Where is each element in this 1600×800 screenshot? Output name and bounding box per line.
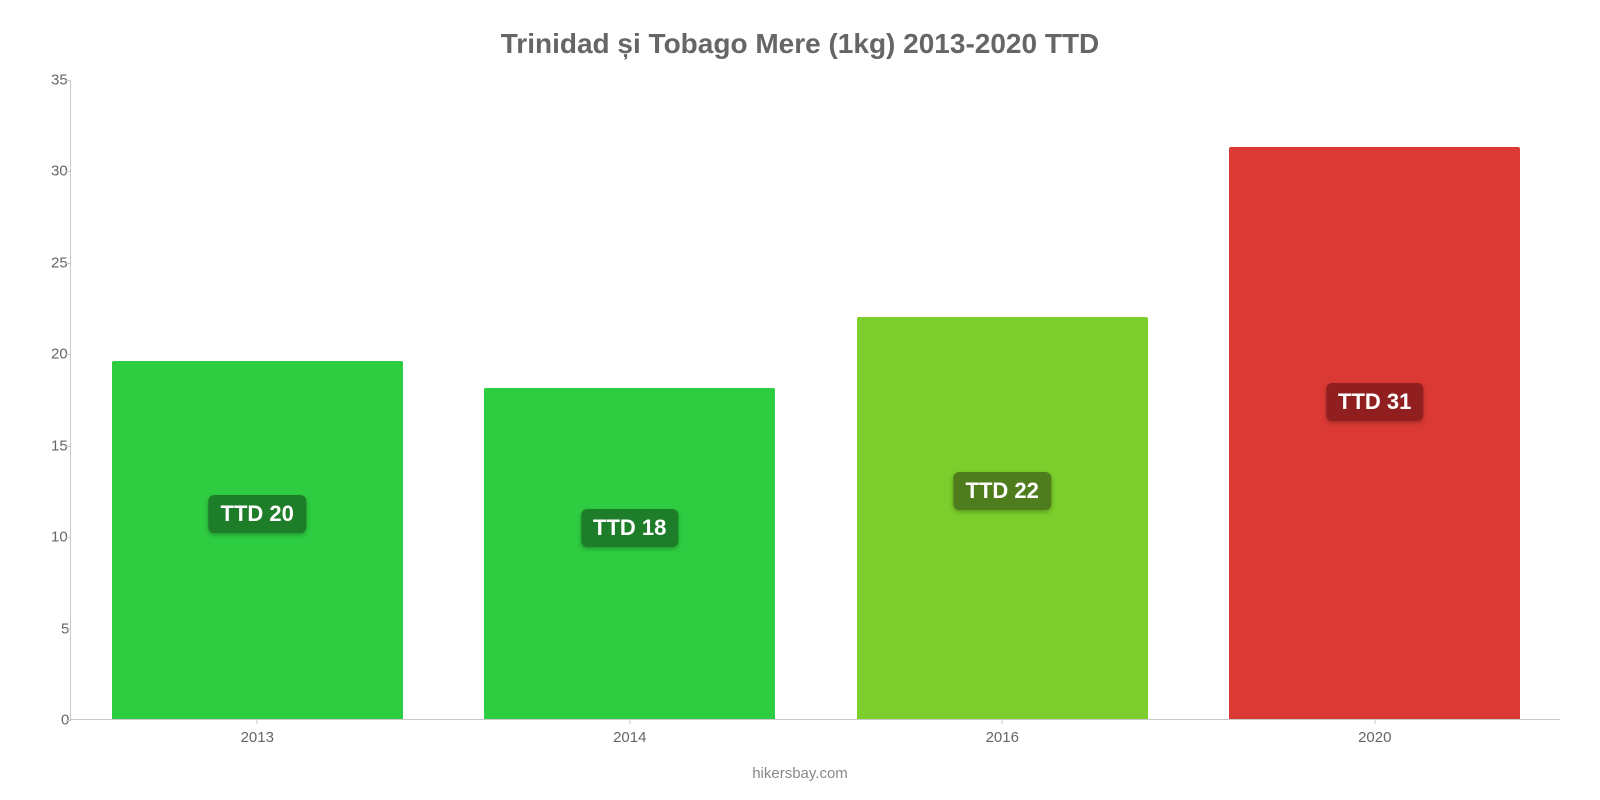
bar-value-badge: TTD 22 xyxy=(954,472,1051,510)
y-tick-mark xyxy=(66,537,71,538)
y-tick-mark xyxy=(66,629,71,630)
chart-bar: TTD 18 xyxy=(484,388,775,719)
y-tick-mark xyxy=(66,446,71,447)
bar-value-badge: TTD 18 xyxy=(581,509,678,547)
chart-bar: TTD 22 xyxy=(857,317,1148,719)
chart-bar: TTD 20 xyxy=(112,361,403,719)
x-tick-label: 2013 xyxy=(241,729,274,746)
y-tick-mark xyxy=(66,263,71,264)
plot-area: TTD 20TTD 18TTD 22TTD 31 051015202530352… xyxy=(70,80,1560,720)
chart-credit: hikersbay.com xyxy=(0,765,1600,782)
x-tick-mark xyxy=(629,719,630,724)
chart-container: Trinidad și Tobago Mere (1kg) 2013-2020 … xyxy=(0,0,1600,800)
y-tick-mark xyxy=(66,171,71,172)
x-tick-mark xyxy=(1002,719,1003,724)
x-tick-mark xyxy=(1374,719,1375,724)
chart-bar: TTD 31 xyxy=(1229,147,1520,719)
bars-layer: TTD 20 TTD 18 TTD 22 TTD 31 xyxy=(71,80,1560,719)
x-tick-mark xyxy=(257,719,258,724)
chart-title: Trinidad și Tobago Mere (1kg) 2013-2020 … xyxy=(0,28,1600,60)
y-tick-mark xyxy=(66,720,71,721)
bar-value-badge: TTD 20 xyxy=(209,495,306,533)
x-tick-label: 2014 xyxy=(613,729,646,746)
y-tick-mark xyxy=(66,354,71,355)
x-tick-label: 2020 xyxy=(1358,729,1391,746)
x-tick-label: 2016 xyxy=(986,729,1019,746)
bar-value-badge: TTD 31 xyxy=(1326,383,1423,421)
y-tick-mark xyxy=(66,80,71,81)
